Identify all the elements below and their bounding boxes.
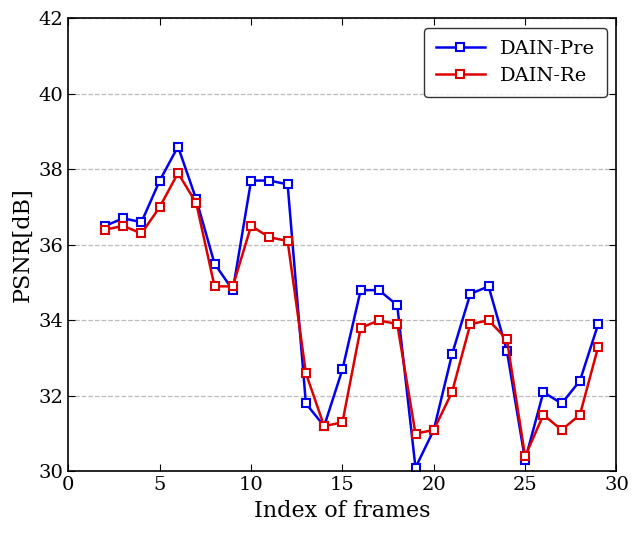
DAIN-Re (375, 317, 383, 324)
DAIN-Pre (339, 366, 346, 373)
DAIN-Re (430, 427, 438, 433)
DAIN-Pre (503, 348, 511, 354)
DAIN-Re (448, 389, 456, 395)
DAIN-Re (484, 317, 492, 324)
DAIN-Pre (558, 400, 566, 407)
DAIN-Pre (193, 196, 200, 203)
DAIN-Pre (375, 287, 383, 293)
DAIN-Pre (302, 400, 310, 407)
DAIN-Pre (357, 287, 365, 293)
DAIN-Re (521, 453, 529, 459)
DAIN-Pre (430, 427, 438, 433)
DAIN-Re (101, 227, 109, 233)
DAIN-Pre (247, 177, 255, 184)
DAIN-Re (229, 283, 237, 289)
DAIN-Pre (211, 261, 218, 267)
DAIN-Pre (229, 287, 237, 293)
X-axis label: Index of frames: Index of frames (254, 500, 431, 522)
DAIN-Pre (266, 177, 273, 184)
DAIN-Re (467, 321, 474, 327)
DAIN-Re (138, 230, 145, 237)
DAIN-Pre (540, 389, 547, 395)
Line: DAIN-Re: DAIN-Re (100, 169, 602, 461)
DAIN-Re (266, 234, 273, 240)
DAIN-Pre (521, 457, 529, 463)
DAIN-Re (394, 321, 401, 327)
DAIN-Re (302, 370, 310, 376)
DAIN-Pre (576, 377, 584, 384)
DAIN-Re (247, 223, 255, 229)
DAIN-Re (193, 200, 200, 206)
DAIN-Re (320, 423, 328, 430)
DAIN-Pre (484, 283, 492, 289)
DAIN-Pre (412, 464, 419, 471)
Line: DAIN-Pre: DAIN-Pre (100, 142, 602, 472)
DAIN-Re (284, 238, 291, 244)
DAIN-Pre (156, 177, 164, 184)
DAIN-Pre (174, 143, 182, 150)
DAIN-Re (595, 344, 602, 350)
DAIN-Re (174, 170, 182, 176)
DAIN-Pre (320, 423, 328, 430)
DAIN-Re (503, 336, 511, 342)
DAIN-Pre (120, 215, 127, 222)
DAIN-Re (211, 283, 218, 289)
DAIN-Re (357, 325, 365, 331)
Y-axis label: PSNR[dB]: PSNR[dB] (11, 188, 33, 302)
DAIN-Re (576, 411, 584, 418)
DAIN-Pre (101, 223, 109, 229)
DAIN-Re (156, 204, 164, 210)
Legend: DAIN-Pre, DAIN-Re: DAIN-Pre, DAIN-Re (424, 28, 607, 97)
DAIN-Pre (284, 181, 291, 188)
DAIN-Re (558, 427, 566, 433)
DAIN-Re (120, 223, 127, 229)
DAIN-Pre (448, 351, 456, 358)
DAIN-Re (339, 419, 346, 425)
DAIN-Pre (138, 219, 145, 225)
DAIN-Re (412, 431, 419, 437)
DAIN-Pre (394, 302, 401, 309)
DAIN-Pre (595, 321, 602, 327)
DAIN-Re (540, 411, 547, 418)
DAIN-Pre (467, 290, 474, 297)
